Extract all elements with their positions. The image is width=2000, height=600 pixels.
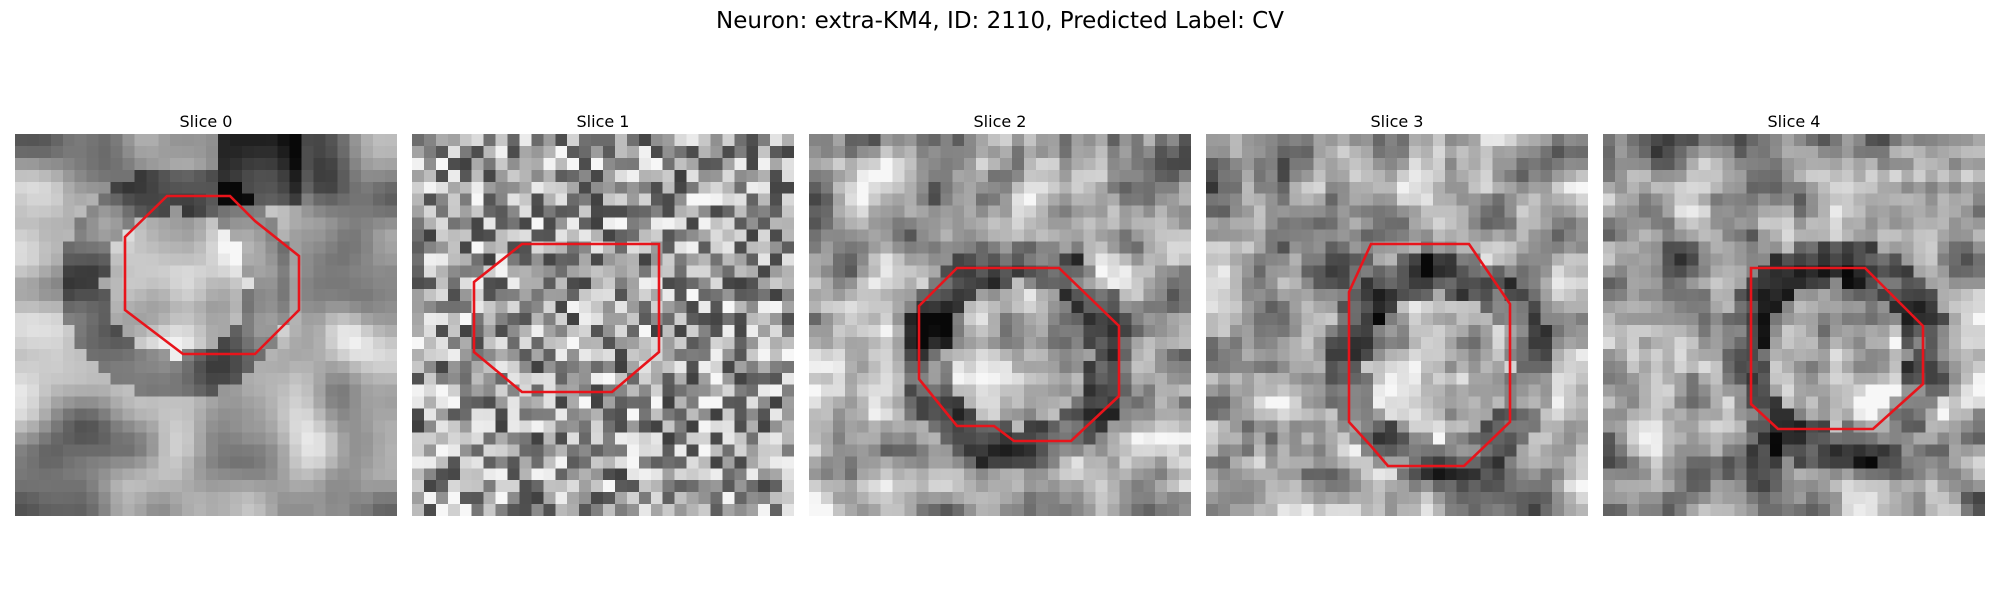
slice-panel-2: Slice 2: [809, 110, 1191, 516]
grayscale-patch-2: [809, 134, 1191, 516]
figure-title: Neuron: extra-KM4, ID: 2110, Predicted L…: [716, 8, 1284, 34]
slice-panel-0: Slice 0: [15, 110, 397, 516]
slice-panel-4: Slice 4: [1603, 110, 1985, 516]
grayscale-patch-1: [412, 134, 794, 516]
slice-image-0: [15, 134, 397, 516]
grayscale-patch-0: [15, 134, 397, 516]
slice-image-3: [1206, 134, 1588, 516]
slice-title-0: Slice 0: [179, 112, 233, 131]
roi-outline-4: [1749, 266, 1925, 431]
roi-outline-2: [917, 266, 1121, 443]
grayscale-patch-3: [1206, 134, 1588, 516]
slice-title-2: Slice 2: [973, 112, 1027, 131]
slice-image-4: [1603, 134, 1985, 516]
slice-title-1: Slice 1: [576, 112, 630, 131]
slice-panel-1: Slice 1: [412, 110, 794, 516]
slice-image-2: [809, 134, 1191, 516]
slice-panel-3: Slice 3: [1206, 110, 1588, 516]
slice-title-3: Slice 3: [1370, 112, 1424, 131]
roi-outline-3: [1347, 242, 1512, 468]
slice-image-1: [412, 134, 794, 516]
roi-outline-0: [123, 194, 301, 356]
slice-title-4: Slice 4: [1767, 112, 1821, 131]
roi-outline-1: [472, 242, 661, 394]
